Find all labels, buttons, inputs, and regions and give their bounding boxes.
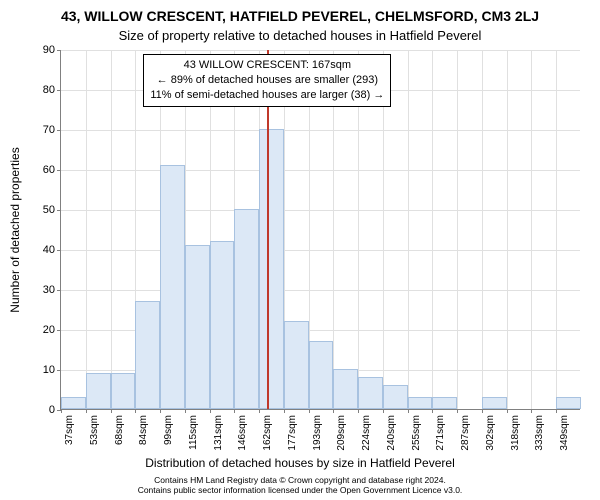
x-tick-mark xyxy=(556,409,557,413)
y-tick-label: 0 xyxy=(15,404,55,416)
x-tick-label: 146sqm xyxy=(237,415,248,465)
x-tick-label: 162sqm xyxy=(262,415,273,465)
x-tick-label: 240sqm xyxy=(386,415,397,465)
bar xyxy=(234,209,259,409)
x-tick-label: 177sqm xyxy=(287,415,298,465)
annotation-box: 43 WILLOW CRESCENT: 167sqm ← 89% of deta… xyxy=(143,54,391,107)
x-tick-label: 224sqm xyxy=(361,415,372,465)
bar xyxy=(284,321,309,409)
y-tick-label: 80 xyxy=(15,84,55,96)
y-tick-mark xyxy=(57,170,61,171)
annot-line-3: 11% of semi-detached houses are larger (… xyxy=(150,88,384,103)
bar xyxy=(210,241,235,409)
title-main: 43, WILLOW CRESCENT, HATFIELD PEVEREL, C… xyxy=(0,8,600,24)
x-tick-label: 302sqm xyxy=(485,415,496,465)
x-tick-label: 84sqm xyxy=(138,415,149,465)
x-tick-label: 271sqm xyxy=(435,415,446,465)
y-tick-mark xyxy=(57,290,61,291)
x-tick-label: 99sqm xyxy=(163,415,174,465)
y-tick-mark xyxy=(57,250,61,251)
x-tick-mark xyxy=(309,409,310,413)
x-tick-mark xyxy=(160,409,161,413)
chart-plot-area: 43 WILLOW CRESCENT: 167sqm ← 89% of deta… xyxy=(60,50,580,410)
y-tick-mark xyxy=(57,50,61,51)
x-tick-mark xyxy=(111,409,112,413)
x-tick-label: 193sqm xyxy=(312,415,323,465)
y-tick-label: 40 xyxy=(15,244,55,256)
bar xyxy=(86,373,111,409)
bar xyxy=(259,129,284,409)
bar xyxy=(333,369,358,409)
y-tick-label: 20 xyxy=(15,324,55,336)
x-tick-mark xyxy=(61,409,62,413)
x-tick-label: 318sqm xyxy=(510,415,521,465)
bar xyxy=(358,377,383,409)
x-tick-label: 209sqm xyxy=(336,415,347,465)
annot-line-1: 43 WILLOW CRESCENT: 167sqm xyxy=(150,58,384,73)
bar xyxy=(61,397,86,409)
y-tick-label: 30 xyxy=(15,284,55,296)
x-tick-label: 333sqm xyxy=(534,415,545,465)
footer-line-2: Contains public sector information licen… xyxy=(0,486,600,496)
bar xyxy=(185,245,210,409)
footer: Contains HM Land Registry data © Crown c… xyxy=(0,476,600,496)
x-tick-mark xyxy=(408,409,409,413)
x-tick-mark xyxy=(185,409,186,413)
x-tick-mark xyxy=(210,409,211,413)
y-tick-mark xyxy=(57,90,61,91)
bar xyxy=(432,397,457,409)
y-tick-mark xyxy=(57,330,61,331)
title-sub: Size of property relative to detached ho… xyxy=(0,28,600,43)
x-tick-label: 115sqm xyxy=(188,415,199,465)
x-tick-label: 37sqm xyxy=(64,415,75,465)
x-tick-mark xyxy=(333,409,334,413)
x-tick-mark xyxy=(432,409,433,413)
y-tick-mark xyxy=(57,210,61,211)
x-tick-mark xyxy=(531,409,532,413)
x-tick-label: 255sqm xyxy=(411,415,422,465)
bar xyxy=(160,165,185,409)
x-tick-mark xyxy=(135,409,136,413)
y-tick-label: 70 xyxy=(15,124,55,136)
x-tick-label: 53sqm xyxy=(89,415,100,465)
bar xyxy=(111,373,136,409)
x-tick-mark xyxy=(482,409,483,413)
y-tick-label: 50 xyxy=(15,204,55,216)
bar xyxy=(408,397,433,409)
x-tick-label: 68sqm xyxy=(114,415,125,465)
bar xyxy=(383,385,408,409)
x-tick-mark xyxy=(234,409,235,413)
bar xyxy=(482,397,507,409)
x-tick-mark xyxy=(259,409,260,413)
y-tick-mark xyxy=(57,130,61,131)
y-tick-label: 10 xyxy=(15,364,55,376)
annot-line-2: ← 89% of detached houses are smaller (29… xyxy=(150,73,384,88)
x-tick-mark xyxy=(284,409,285,413)
y-tick-label: 90 xyxy=(15,44,55,56)
x-tick-label: 131sqm xyxy=(213,415,224,465)
y-tick-mark xyxy=(57,370,61,371)
x-tick-label: 349sqm xyxy=(559,415,570,465)
x-tick-mark xyxy=(358,409,359,413)
x-tick-mark xyxy=(457,409,458,413)
x-tick-mark xyxy=(507,409,508,413)
bar xyxy=(556,397,581,409)
bar xyxy=(309,341,334,409)
y-tick-label: 60 xyxy=(15,164,55,176)
x-tick-mark xyxy=(383,409,384,413)
x-tick-mark xyxy=(86,409,87,413)
bar xyxy=(135,301,160,409)
x-tick-label: 287sqm xyxy=(460,415,471,465)
